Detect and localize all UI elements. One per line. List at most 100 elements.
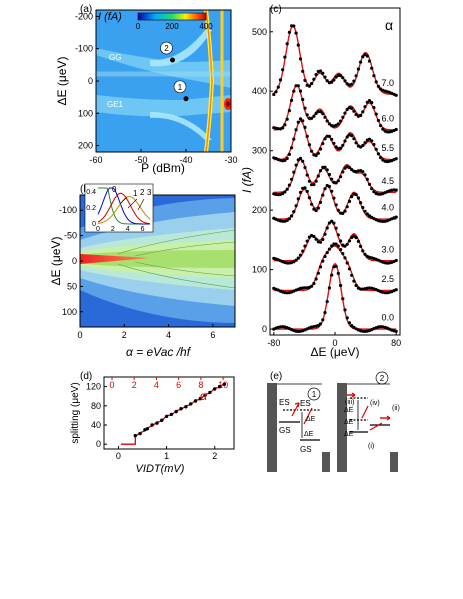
panel-c-data-point	[316, 206, 320, 210]
panel-c-data-point	[394, 157, 398, 161]
panel-c-ytick-label: 100	[252, 265, 267, 275]
panel-c-data-point	[336, 179, 340, 183]
panel-c-data-point	[283, 291, 287, 295]
panel-c-data-point	[376, 84, 380, 88]
panel-d-data-point	[155, 421, 159, 425]
panel-c-data-point	[325, 226, 329, 230]
panel-d-ytick-label: 80	[91, 401, 101, 411]
panel-c-data-point	[312, 182, 316, 187]
panel-c-data-point	[325, 300, 329, 304]
panel-b-ytick-label: -100	[59, 205, 77, 215]
panel-d-data-point	[174, 409, 178, 414]
panel-c-data-point	[285, 156, 289, 161]
panel-c-ytick-label: 500	[252, 27, 267, 37]
panel-c-data-point	[354, 74, 358, 78]
panel-a-ylabel: ΔE (μeV)	[55, 57, 69, 106]
panel-d-ytick-label: 0	[96, 439, 101, 449]
panel-b-ylabel: ΔE (μeV)	[49, 237, 63, 286]
panel-a-marker-point	[183, 96, 189, 102]
panel-c-data-point	[334, 181, 338, 185]
panel-d-data-point	[179, 407, 183, 411]
panel-c-data-point	[330, 137, 334, 141]
panel-c-fit-curve	[273, 84, 397, 131]
panel-c-data-point	[334, 242, 338, 246]
panel-c-data-point	[363, 52, 367, 57]
panel-c-data-point	[345, 205, 349, 209]
panel-c-data-point	[305, 239, 309, 243]
panel-c-data-point	[350, 134, 354, 138]
panel-c-data-point	[352, 109, 356, 113]
panel-d-top-tick-label: 0	[109, 380, 114, 390]
panel-b-inset-label: 0	[112, 185, 117, 194]
panel-c-data-point	[303, 78, 307, 82]
panel-c-data-point	[383, 291, 387, 295]
panel-e-label: (i)	[368, 443, 374, 450]
panel-c-data-point	[327, 221, 331, 225]
panel-c-data-point	[330, 273, 334, 277]
panel-c-data-point	[354, 141, 358, 145]
panel-e-label: ΔE	[304, 431, 314, 438]
panel-c-data-point	[294, 163, 298, 167]
panel-c-ytick-label: 400	[252, 86, 267, 96]
panel-e-label: (ii)	[392, 405, 400, 412]
panel-c-data-point	[316, 110, 320, 114]
panel-e-label: ES	[279, 398, 290, 407]
panel-c-data-point	[343, 111, 347, 115]
panel-c-data-point	[318, 240, 323, 244]
panel-c-fit-curve	[273, 25, 397, 95]
panel-d-letter: (d)	[80, 371, 92, 382]
panel-c-ylabel: I (fA)	[240, 167, 254, 193]
panel-a-ytick-label: 0	[88, 76, 93, 86]
panel-c-data-point	[372, 106, 376, 110]
panel-c-data-point	[301, 119, 305, 123]
panel-a-marker-badge	[160, 41, 173, 55]
panel-d-data-point	[213, 387, 217, 391]
panel-c-data-point	[307, 84, 311, 88]
panel-c-data-point	[345, 135, 349, 139]
panel-c-data-point	[310, 116, 314, 120]
panel-c-data-point	[354, 283, 358, 288]
panel-c-data-point	[310, 183, 314, 187]
panel-c-data-point	[361, 205, 365, 210]
panel-c-data-point	[330, 219, 334, 223]
panel-c-data-point	[356, 67, 360, 71]
panel-c-data-point	[303, 186, 307, 190]
panel-c-data-point	[316, 323, 320, 328]
panel-c-data-point	[298, 117, 303, 121]
panel-c-data-point	[274, 192, 278, 196]
panel-c-data-point	[345, 261, 349, 265]
panel-c-data-point	[301, 69, 305, 73]
panel-b-xtick-label: 2	[122, 330, 127, 340]
panel-c-data-point	[285, 218, 289, 222]
panel-d-xtick-label: 0	[116, 451, 121, 461]
panel-c-data-point	[318, 69, 323, 73]
panel-d-ylabel: splitting (μeV)	[70, 382, 81, 443]
panel-e-label: GS	[279, 426, 291, 435]
panel-c-data-point	[350, 273, 354, 277]
panel-c-data-point	[339, 248, 343, 252]
panel-c-data-point	[367, 137, 372, 141]
panel-e-marker-badge	[375, 371, 389, 385]
panel-c-data-point	[343, 244, 347, 248]
panel-e-label: ΔE	[306, 416, 316, 423]
panel-c-data-point	[321, 259, 325, 263]
panel-c-data-point	[314, 73, 318, 77]
panel-c-data-point	[325, 168, 329, 172]
panel-c-data-point	[294, 204, 298, 208]
panel-b-inset-ytick: 0.2	[86, 205, 96, 212]
panel-d-data-point	[184, 405, 188, 409]
panel-c-ytick-label: 0	[262, 324, 267, 334]
panel-b-inset-xtick: 6	[141, 226, 145, 233]
panel-e-label: ΔE	[344, 419, 354, 426]
panel-c-data-point	[394, 215, 398, 219]
panel-c-data-point	[334, 123, 338, 127]
panel-c-data-point	[332, 221, 336, 225]
panel-c-data-point	[287, 183, 291, 187]
panel-c-data-point	[298, 57, 303, 61]
panel-c-data-point	[361, 110, 365, 114]
panel-b-inset-xtick: 0	[96, 226, 100, 233]
panel-c-data-point	[339, 146, 343, 150]
panel-d-top-tick-label: 6	[176, 380, 181, 390]
